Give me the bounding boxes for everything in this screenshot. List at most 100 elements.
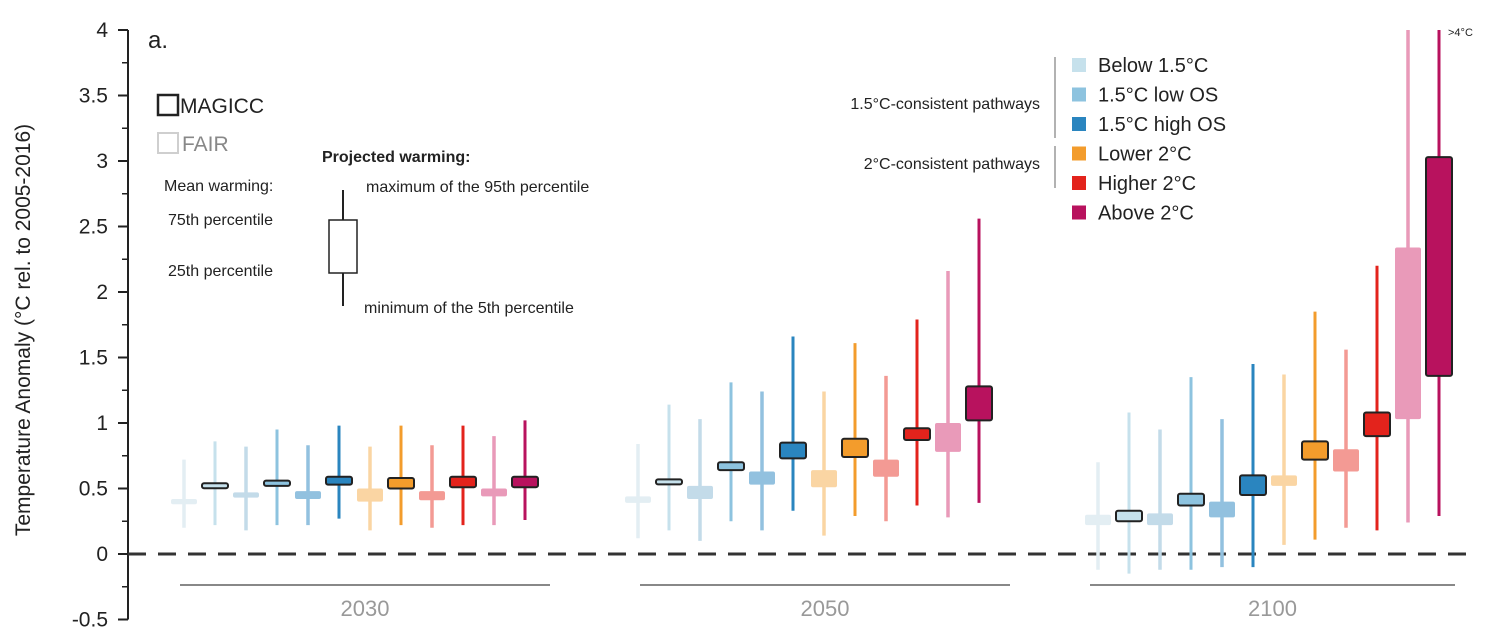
key-p25-label: 25th percentile [168,263,273,280]
box-magicc-2050 [965,218,993,503]
box-magicc-2030 [511,420,539,520]
box-fair-2050 [625,443,651,539]
y-tick-label: 1.5 [79,347,108,370]
box-fair-2050 [811,391,837,536]
y-tick-label: 2.5 [79,216,108,239]
box-body [841,437,869,459]
box-magicc-2050 [717,382,745,522]
box-fair-2100 [1085,462,1111,570]
box-body [935,423,961,452]
y-tick-label: -0.5 [72,609,108,629]
box-fair-2050 [687,419,713,541]
box-magicc-2030 [387,425,415,526]
box-fair-2030 [171,459,197,528]
box-body [449,475,477,489]
box-magicc-2030 [325,425,353,519]
box-body [655,478,683,486]
box-body [387,477,415,490]
box-magicc-2100 [1363,265,1391,531]
box-body [1395,247,1421,420]
box-body [201,482,229,490]
box-body [1085,514,1111,526]
box-fair-2100 [1271,374,1297,545]
legend-label: Above 2°C [1098,203,1194,225]
box-body [811,470,837,488]
pathway-legend: Below 1.5°C 1.5°C low OS 1.5°C high OS Lowe… [1072,55,1226,225]
box-fair-2050 [873,375,899,522]
box-body [625,496,651,503]
box-body [357,488,383,502]
out-of-range-label: >4°C [1448,27,1473,39]
y-tick-label: 0.5 [79,478,108,501]
box-fair-2050 [749,391,775,531]
y-tick-label: 4 [96,19,108,42]
box-body [1333,449,1359,472]
box-magicc-2100 [1177,377,1205,570]
box-body [749,471,775,485]
legend-swatch [1072,58,1086,72]
box-magicc-2030 [449,425,477,526]
box-body [1363,411,1391,438]
y-tick-label: 0 [96,543,108,566]
y-tick-label: 3 [96,150,108,173]
legend-swatch [1072,205,1086,220]
box-body [1425,156,1453,377]
box-plots [171,30,1453,574]
box-magicc-2050 [655,404,683,531]
box-fair-2100 [1147,429,1173,570]
key-title: Projected warming: [322,149,470,166]
box-body [295,491,321,499]
box-body [687,485,713,499]
box-body [481,488,507,497]
group-labels: 2030 2050 2100 [341,596,1297,621]
legend-swatch [1072,87,1086,102]
legend-label: 1.5°C low OS [1098,85,1218,107]
box-body [903,427,931,442]
legend-label: 1.5°C high OS [1098,114,1226,136]
box-body [419,491,445,501]
key-box [328,219,358,274]
magicc-legend-label: MAGICC [180,95,264,118]
legend-group-15-label: 1.5°C-consistent pathways [850,96,1040,113]
box-magicc-2100 [1301,311,1329,540]
box-body [511,475,539,489]
fair-legend-swatch [157,132,179,154]
box-fair-2030 [357,446,383,531]
box-body [965,385,993,422]
box-body [779,441,807,460]
box-fair-2030 [481,436,507,526]
legend-swatch [1072,176,1086,190]
legend-label: Lower 2°C [1098,144,1192,166]
panel-label: a. [148,27,168,54]
y-tick-label: 3.5 [79,85,108,108]
key-p75-label: 75th percentile [168,212,273,229]
box-magicc-2100 [1239,364,1267,568]
box-fair-2100 [1333,349,1359,528]
legend-swatch [1072,117,1086,131]
y-tick-label: 2 [96,281,108,304]
box-body [1209,501,1235,518]
box-magicc-2100 [1425,30,1453,517]
box-magicc-2030 [263,429,291,526]
box-body [1239,474,1267,497]
box-fair-2050 [935,271,961,518]
box-fair-2030 [295,445,321,526]
box-body [1115,509,1143,523]
key-mean-label: Mean warming: [164,178,273,195]
y-axis-label: Temperature Anomaly (°C rel. to 2005-201… [12,124,35,536]
legend-group-2-label: 2°C-consistent pathways [864,156,1040,173]
y-tick-label: 1 [96,412,108,435]
box-magicc-2050 [779,336,807,511]
fair-legend-label: FAIR [182,133,229,156]
legend-label: Below 1.5°C [1098,55,1208,77]
box-magicc-2030 [201,441,229,526]
magicc-legend-swatch [156,93,180,117]
key-max-label: maximum of the 95th percentile [366,179,589,196]
key-min-label: minimum of the 5th percentile [364,300,574,317]
box-body [1271,475,1297,486]
legend-label: Higher 2°C [1098,173,1196,195]
box-magicc-2100 [1115,412,1143,574]
box-body [1301,440,1329,461]
box-fair-2100 [1209,419,1235,568]
